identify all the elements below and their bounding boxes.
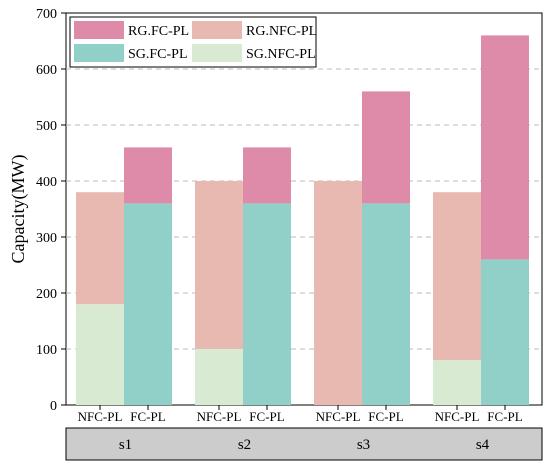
y-tick-label: 100 xyxy=(36,343,57,358)
bar-segment-rg-nfc-pl xyxy=(195,181,243,349)
legend-label: RG.NFC-PL xyxy=(246,24,317,39)
legend-swatch xyxy=(192,21,242,39)
bar-segment-sg-fc-pl xyxy=(243,203,291,405)
group-labels: s1 s2 s3 s4 xyxy=(119,437,490,453)
x-tick-label: FC-PL xyxy=(130,409,165,424)
x-tick-label: NFC-PL xyxy=(435,409,480,424)
y-axis-title: Capacity(MW) xyxy=(8,155,29,264)
x-tick-label: FC-PL xyxy=(368,409,403,424)
x-tick-label: NFC-PL xyxy=(78,409,123,424)
y-tick-label: 500 xyxy=(36,119,57,134)
y-axis-ticks: 0 100 200 300 400 500 600 700 xyxy=(36,7,66,414)
group-label: s2 xyxy=(238,437,251,453)
bar-segment-rg-fc-pl xyxy=(124,147,172,204)
bar-segment-sg-nfc-pl xyxy=(76,304,124,405)
legend-swatch xyxy=(74,21,124,39)
bars xyxy=(76,35,529,405)
bar-segment-sg-fc-pl xyxy=(362,203,410,405)
x-tick-label: FC-PL xyxy=(487,409,522,424)
bar-segment-rg-fc-pl xyxy=(362,91,410,204)
y-tick-label: 700 xyxy=(36,7,57,22)
y-tick-label: 300 xyxy=(36,231,57,246)
group-label: s1 xyxy=(119,437,132,453)
bar-segment-rg-nfc-pl xyxy=(433,192,481,361)
y-tick-label: 400 xyxy=(36,175,57,190)
group-label: s3 xyxy=(357,437,370,453)
bar-segment-sg-nfc-pl xyxy=(433,360,481,405)
legend-swatch xyxy=(74,44,124,62)
bar-segment-rg-nfc-pl xyxy=(314,181,362,405)
group-label: s4 xyxy=(476,437,490,453)
y-tick-label: 600 xyxy=(36,63,57,78)
x-tick-label: FC-PL xyxy=(249,409,284,424)
group-band xyxy=(65,427,543,461)
bar-segment-rg-nfc-pl xyxy=(76,192,124,305)
legend-label: SG.NFC-PL xyxy=(246,47,316,62)
legend-swatch xyxy=(192,44,242,62)
legend-label: SG.FC-PL xyxy=(128,47,188,62)
bar-segment-rg-fc-pl xyxy=(481,35,529,260)
x-axis-ticks: NFC-PL FC-PL NFC-PL FC-PL NFC-PL FC-PL NFC-PL F… xyxy=(78,405,523,424)
bar-segment-rg-fc-pl xyxy=(243,147,291,204)
bar-segment-sg-fc-pl xyxy=(124,203,172,405)
legend: RG.FC-PL RG.NFC-PL SG.FC-PL SG.NFC-PL xyxy=(69,16,317,68)
legend-label: RG.FC-PL xyxy=(128,24,189,39)
bar-segment-sg-nfc-pl xyxy=(195,349,243,405)
bar-segment-sg-fc-pl xyxy=(481,259,529,405)
x-tick-label: NFC-PL xyxy=(197,409,242,424)
y-tick-label: 200 xyxy=(36,287,57,302)
y-tick-label: 0 xyxy=(50,399,57,414)
x-tick-label: NFC-PL xyxy=(316,409,361,424)
